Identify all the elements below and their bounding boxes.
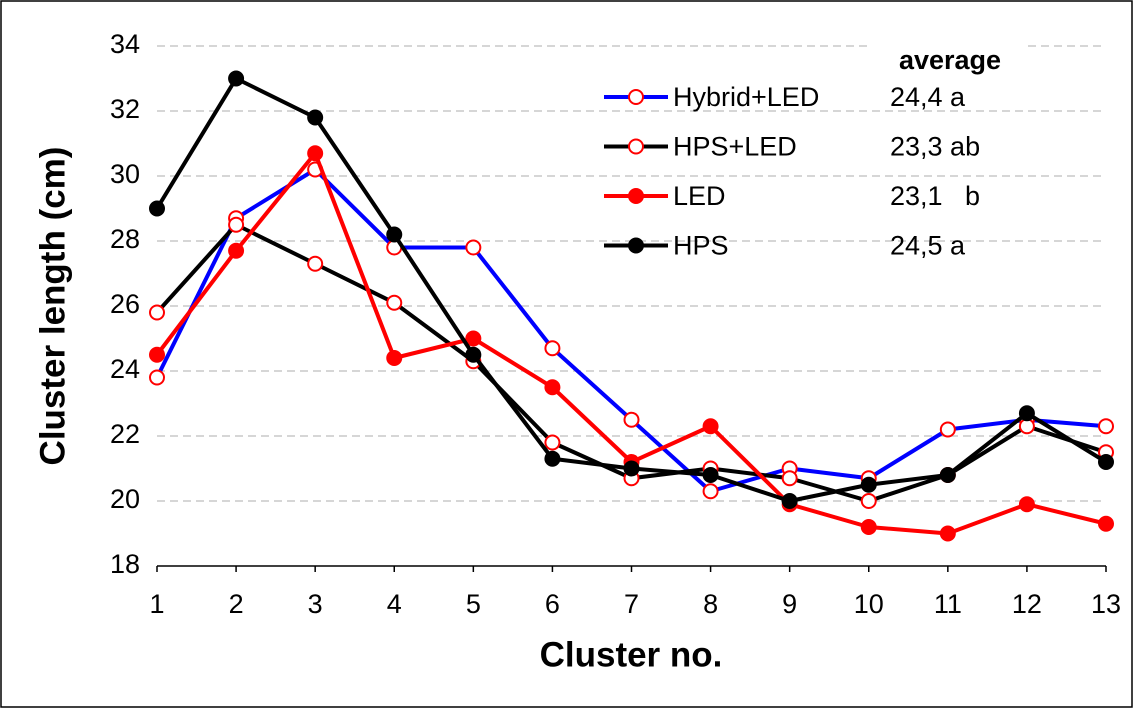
data-point bbox=[544, 379, 561, 396]
data-point bbox=[1098, 515, 1114, 532]
legend-label: HPS bbox=[673, 231, 729, 261]
data-point bbox=[149, 369, 165, 386]
data-point bbox=[939, 525, 956, 542]
y-tick-label: 22 bbox=[110, 419, 140, 449]
legend-average: 23,3 ab bbox=[890, 132, 980, 162]
data-point bbox=[544, 434, 561, 451]
data-point bbox=[307, 145, 324, 162]
x-tick-label: 11 bbox=[934, 589, 962, 619]
data-point bbox=[1018, 496, 1035, 513]
data-point bbox=[860, 493, 877, 509]
data-point bbox=[465, 239, 482, 256]
data-point bbox=[228, 216, 245, 233]
data-point bbox=[149, 200, 165, 217]
legend-label: Hybrid+LED bbox=[673, 82, 819, 112]
data-point bbox=[307, 255, 324, 272]
data-point bbox=[939, 421, 956, 438]
data-point bbox=[860, 519, 877, 535]
y-tick-label: 24 bbox=[110, 354, 140, 384]
x-tick-label: 7 bbox=[624, 589, 639, 619]
data-point bbox=[228, 70, 245, 87]
data-point bbox=[149, 346, 165, 363]
data-point bbox=[860, 476, 877, 493]
x-tick-label: 12 bbox=[1012, 589, 1042, 619]
data-point bbox=[149, 304, 165, 321]
legend-title: average bbox=[899, 45, 1001, 75]
x-tick-label: 9 bbox=[782, 589, 797, 619]
x-tick-label: 3 bbox=[308, 589, 323, 619]
legend-average: 24,4 a bbox=[890, 82, 966, 112]
data-point bbox=[307, 109, 324, 126]
legend-average: 24,5 a bbox=[890, 231, 966, 261]
data-point bbox=[544, 340, 561, 357]
y-tick-label: 26 bbox=[110, 289, 140, 319]
data-point bbox=[1018, 405, 1035, 422]
y-tick-label: 34 bbox=[110, 29, 140, 59]
data-point bbox=[386, 226, 403, 243]
data-point bbox=[386, 294, 403, 311]
data-point bbox=[544, 450, 561, 467]
legend-label: LED bbox=[673, 181, 726, 211]
x-tick-label: 1 bbox=[149, 589, 164, 619]
data-point bbox=[939, 467, 956, 483]
legend-marker bbox=[628, 188, 644, 204]
x-tick-label: 8 bbox=[703, 589, 718, 619]
data-point bbox=[623, 411, 640, 428]
x-tick-label: 5 bbox=[466, 589, 481, 619]
data-point bbox=[1098, 418, 1114, 435]
legend-average: 23,1 b bbox=[890, 181, 980, 211]
x-tick-label: 6 bbox=[545, 589, 560, 619]
data-point bbox=[465, 346, 482, 363]
data-point bbox=[386, 350, 403, 366]
legend-marker bbox=[628, 138, 644, 155]
data-point bbox=[1098, 454, 1114, 470]
data-point bbox=[623, 460, 640, 477]
data-point bbox=[228, 242, 245, 259]
x-tick-label: 13 bbox=[1091, 589, 1121, 619]
y-tick-label: 18 bbox=[110, 549, 140, 579]
legend-label: HPS+LED bbox=[673, 132, 797, 162]
x-tick-label: 2 bbox=[229, 589, 244, 619]
data-point bbox=[1018, 418, 1035, 435]
legend-marker bbox=[628, 237, 644, 254]
data-point bbox=[781, 493, 798, 509]
x-tick-label: 4 bbox=[387, 589, 402, 619]
y-tick-label: 32 bbox=[110, 94, 140, 124]
legend-marker bbox=[628, 89, 644, 105]
y-axis-title: Cluster length (cm) bbox=[33, 147, 72, 466]
y-tick-label: 28 bbox=[110, 224, 140, 254]
y-tick-label: 30 bbox=[110, 159, 140, 189]
data-point bbox=[702, 467, 719, 483]
data-point bbox=[465, 330, 482, 347]
y-tick-label: 20 bbox=[110, 484, 140, 514]
x-tick-label: 10 bbox=[854, 589, 884, 619]
data-point bbox=[702, 483, 719, 500]
x-axis-title: Cluster no. bbox=[540, 635, 723, 674]
data-point bbox=[781, 470, 798, 487]
legend-header-bg bbox=[872, 40, 1028, 80]
data-point bbox=[702, 418, 719, 435]
